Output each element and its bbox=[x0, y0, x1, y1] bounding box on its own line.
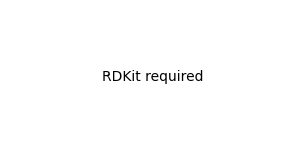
Text: RDKit required: RDKit required bbox=[102, 70, 204, 84]
